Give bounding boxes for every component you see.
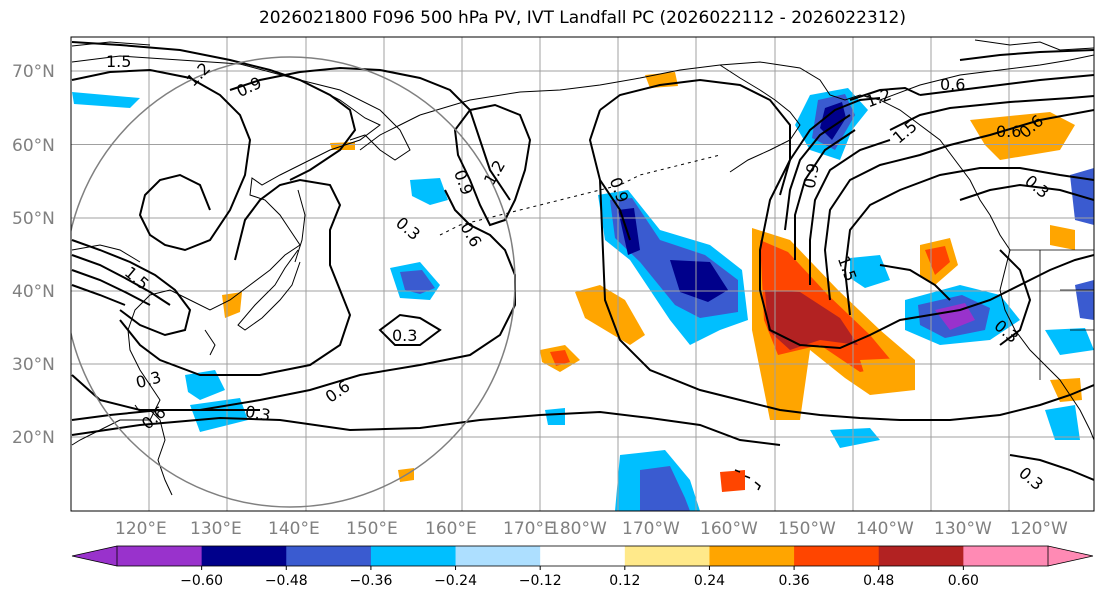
colorbar-bin <box>117 546 203 566</box>
colorbar-bin <box>624 546 710 566</box>
contour-label: 0.3 <box>134 367 164 392</box>
map-frame <box>70 36 1095 512</box>
contour-label: 1.5 <box>121 263 153 294</box>
colorbar-tick-label: −0.12 <box>519 573 562 589</box>
colorbar: −0.60 −0.48 −0.36 −0.24 −0.12 0.12 0.24 0.36 0.4… <box>71 545 1094 589</box>
contour-label: 0.3 <box>1015 463 1047 494</box>
lon-label: 130°W <box>934 519 992 539</box>
colorbar-bin <box>878 546 964 566</box>
colorbar-tick-label: −0.60 <box>180 573 223 589</box>
contour-label: 0.9 <box>234 73 265 101</box>
lat-label: 40°N <box>12 282 55 302</box>
lat-label: 20°N <box>12 428 55 448</box>
lon-label: 150°E <box>346 519 398 539</box>
colorbar-bin <box>540 546 626 566</box>
lat-label: 30°N <box>12 355 55 375</box>
contour-label: 0.6 <box>456 219 485 251</box>
lon-label: 120°E <box>115 519 167 539</box>
lon-label: 140°W <box>856 519 914 539</box>
colorbar-tick-label: 0.36 <box>779 573 810 589</box>
colorbar-outline <box>116 545 1049 567</box>
contour-label: 1.2 <box>480 157 509 189</box>
colorbar-bin <box>963 546 1049 566</box>
lon-label: 160°E <box>425 519 477 539</box>
contour-label: 0.3 <box>392 326 417 345</box>
colorbar-tick-label: 0.48 <box>863 573 894 589</box>
colorbar-bin <box>370 546 457 566</box>
lon-label: 120°W <box>1010 519 1068 539</box>
contour-label: 0.3 <box>1021 171 1053 202</box>
contour-label: 0.6 <box>996 122 1021 141</box>
lat-label: 50°N <box>12 209 55 229</box>
colorbar-bin <box>709 546 795 566</box>
colorbar-tick-label: 0.60 <box>948 573 979 589</box>
colorbar-tick-label: 0.24 <box>694 573 725 589</box>
contour-label: 0.6 <box>138 402 170 433</box>
contour-label: 1.2 <box>183 59 214 90</box>
pv-contours <box>71 41 1094 481</box>
lat-label: 60°N <box>12 136 55 156</box>
lon-label: 170°W <box>622 519 680 539</box>
colorbar-tick-label: −0.24 <box>434 573 477 589</box>
colorbar-underflow-triangle <box>72 546 117 566</box>
colorbar-bin <box>455 546 541 566</box>
contour-label: 0.6 <box>322 376 354 406</box>
colorbar-bin <box>794 546 880 566</box>
landfall-radius-circle <box>71 56 516 508</box>
graticule <box>71 37 1094 511</box>
lon-label: 150°W <box>778 519 836 539</box>
shaded-pc-field <box>72 72 1094 511</box>
latitude-labels: 70°N 60°N 50°N 40°N 30°N 20°N <box>12 62 55 448</box>
contour-label: 0.6 <box>940 75 965 94</box>
lon-label: 130°E <box>190 519 242 539</box>
contour-label: 0.3 <box>244 402 272 425</box>
lat-label: 70°N <box>12 62 55 82</box>
lon-label: 160°W <box>700 519 758 539</box>
colorbar-bin <box>286 546 372 566</box>
colorbar-tick-label: 0.12 <box>609 573 640 589</box>
contour-label: 1.5 <box>106 52 131 71</box>
colorbar-bin <box>201 546 287 566</box>
colorbar-tick-label: −0.48 <box>265 573 308 589</box>
lon-label: 170°E <box>503 519 555 539</box>
colorbar-overflow-triangle <box>1048 546 1093 566</box>
contour-label: 0.9 <box>450 167 477 197</box>
colorbar-tick-label: −0.36 <box>349 573 392 589</box>
map-title: 2026021800 F096 500 hPa PV, IVT Landfall… <box>258 8 906 28</box>
contour-label: 0.9 <box>800 162 823 190</box>
contour-label: 1.5 <box>889 116 921 147</box>
lon-label: 180°W <box>549 519 607 539</box>
lon-label: 140°E <box>268 519 320 539</box>
longitude-labels: 120°E 130°E 140°E 150°E 160°E 170°E 180°… <box>115 519 1068 539</box>
